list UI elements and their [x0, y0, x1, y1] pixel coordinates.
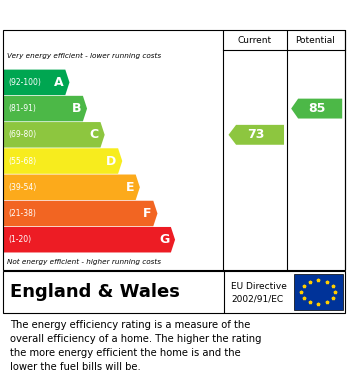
- Text: (81-91): (81-91): [9, 104, 37, 113]
- Text: G: G: [159, 233, 169, 246]
- Polygon shape: [3, 174, 140, 200]
- Text: D: D: [106, 154, 116, 167]
- Bar: [294, 274, 343, 310]
- Polygon shape: [3, 122, 105, 147]
- Text: (39-54): (39-54): [9, 183, 37, 192]
- Text: (92-100): (92-100): [9, 78, 41, 87]
- Text: Very energy efficient - lower running costs: Very energy efficient - lower running co…: [7, 53, 161, 59]
- Text: F: F: [143, 207, 151, 220]
- Text: (55-68): (55-68): [9, 156, 37, 165]
- Polygon shape: [3, 70, 70, 95]
- Polygon shape: [291, 99, 342, 118]
- Polygon shape: [229, 125, 284, 145]
- Text: Current: Current: [238, 36, 272, 45]
- Text: (21-38): (21-38): [9, 209, 37, 218]
- Text: 73: 73: [247, 128, 265, 141]
- Text: C: C: [90, 128, 99, 141]
- Text: England & Wales: England & Wales: [10, 283, 180, 301]
- Text: Energy Efficiency Rating: Energy Efficiency Rating: [10, 6, 239, 24]
- Polygon shape: [3, 227, 175, 253]
- Text: (1-20): (1-20): [9, 235, 32, 244]
- Text: A: A: [54, 76, 64, 89]
- Text: The energy efficiency rating is a measure of the
overall efficiency of a home. T: The energy efficiency rating is a measur…: [10, 320, 262, 372]
- Text: 2002/91/EC: 2002/91/EC: [231, 294, 284, 303]
- Polygon shape: [3, 148, 122, 174]
- Polygon shape: [3, 201, 157, 226]
- Text: Potential: Potential: [295, 36, 335, 45]
- Text: EU Directive: EU Directive: [231, 282, 287, 291]
- Text: Not energy efficient - higher running costs: Not energy efficient - higher running co…: [7, 259, 161, 265]
- Text: 85: 85: [308, 102, 325, 115]
- Text: (69-80): (69-80): [9, 130, 37, 139]
- Text: E: E: [125, 181, 134, 194]
- Text: B: B: [72, 102, 81, 115]
- Polygon shape: [3, 96, 87, 121]
